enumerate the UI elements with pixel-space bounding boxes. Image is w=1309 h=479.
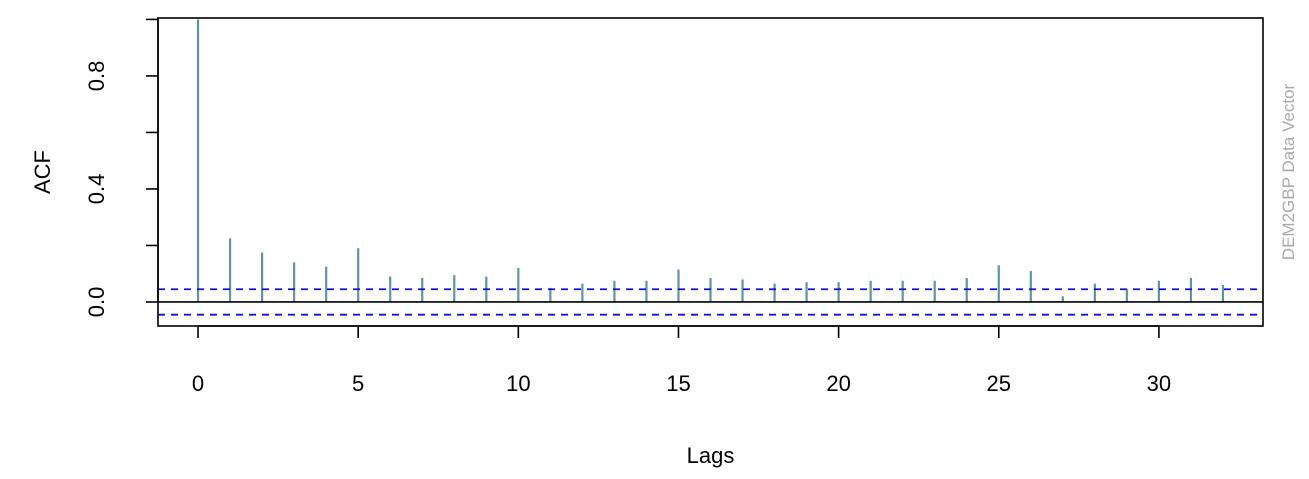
y-axis-label: ACF <box>30 150 55 194</box>
x-tick-label: 25 <box>987 371 1011 396</box>
x-axis: 0 5 10 15 20 25 30 <box>192 325 1171 396</box>
y-tick-label: 0.4 <box>84 174 109 205</box>
x-axis-label: Lags <box>687 443 735 468</box>
side-label: DEM2GBP Data Vector <box>1279 83 1298 260</box>
y-tick-label: 0.0 <box>84 287 109 318</box>
y-axis: 0.0 0.4 0.8 <box>84 18 159 318</box>
x-tick-label: 30 <box>1147 371 1171 396</box>
x-tick-label: 10 <box>506 371 530 396</box>
x-tick-label: 15 <box>666 371 690 396</box>
x-tick-label: 20 <box>826 371 850 396</box>
x-tick-label: 0 <box>192 371 204 396</box>
y-tick-label: 0.8 <box>84 61 109 92</box>
x-tick-label: 5 <box>352 371 364 396</box>
acf-spikes <box>196 19 1225 302</box>
